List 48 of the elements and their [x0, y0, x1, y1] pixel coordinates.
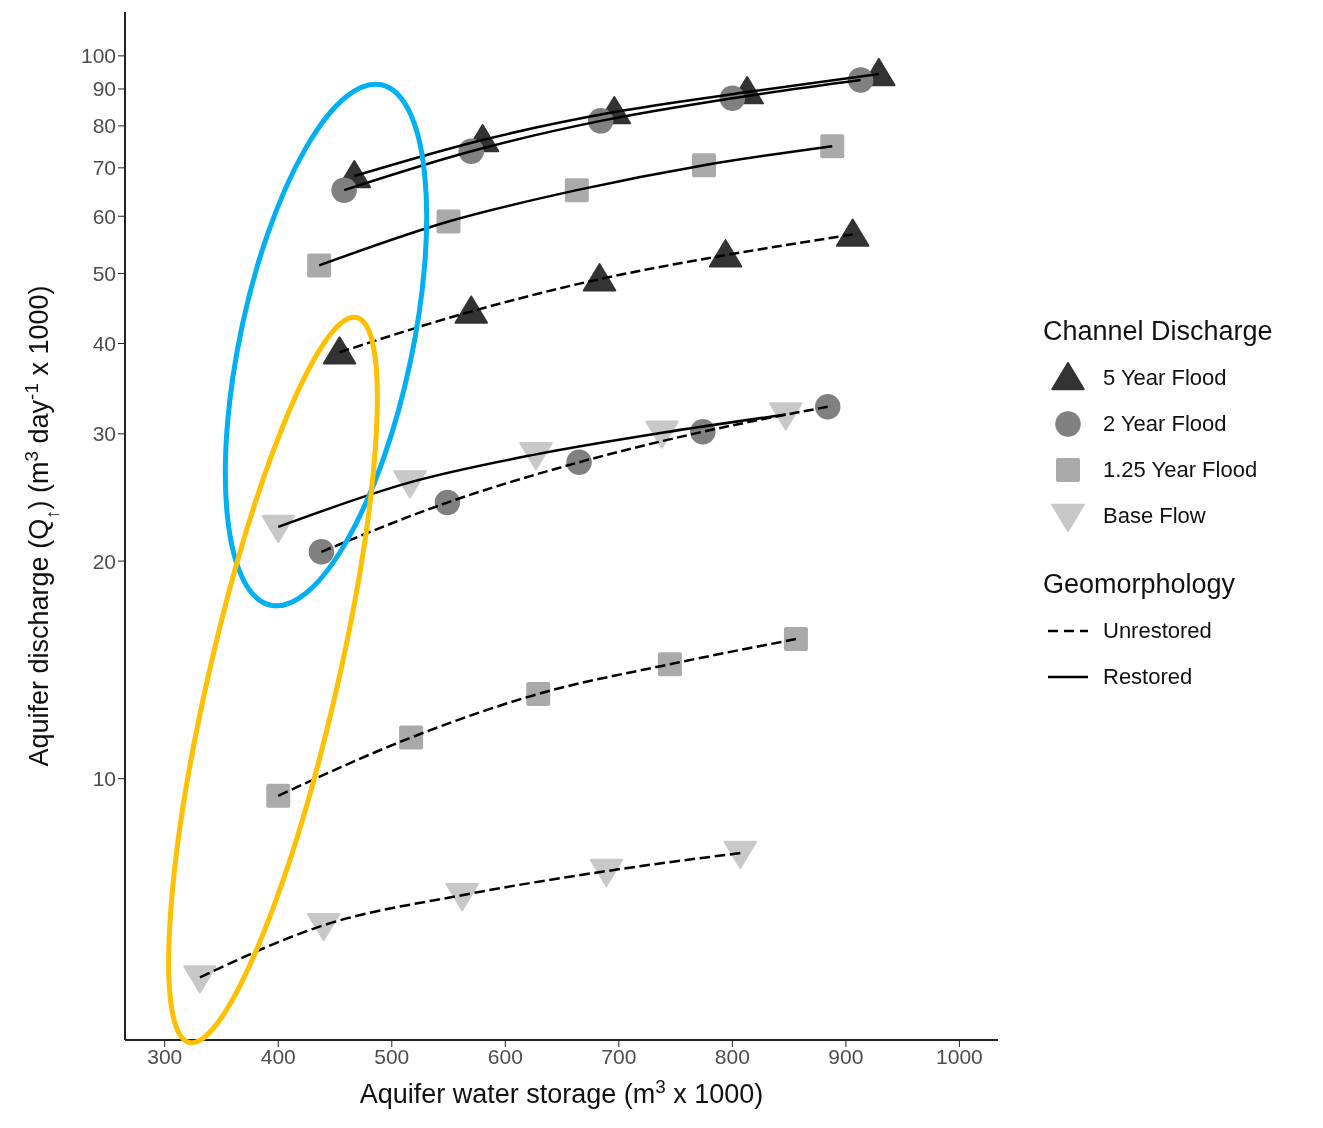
point [399, 725, 424, 750]
y-tick-label: 10 [92, 767, 116, 791]
point [261, 514, 296, 543]
x-tick-label: 1000 [936, 1044, 983, 1068]
point [820, 134, 845, 159]
point [783, 627, 808, 652]
x-tick-label: 500 [374, 1044, 410, 1068]
point [445, 882, 479, 912]
legend-label: Base Flow [1103, 503, 1206, 529]
x-axis-title: Aquifer water storage (m$^{3}$ x 1000) [359, 1075, 764, 1109]
legend-label: Restored [1103, 664, 1193, 690]
x-tick-label: 700 [601, 1044, 637, 1068]
y-tick-label: 90 [92, 77, 116, 101]
point [768, 402, 803, 431]
y-tick-label: 30 [92, 422, 116, 446]
legend-label: Unrestored [1103, 618, 1212, 644]
x-tick-label: 600 [487, 1044, 523, 1068]
point [306, 912, 341, 942]
x-tick-label: 900 [828, 1044, 864, 1068]
point [566, 449, 592, 476]
text: Channel Discharge [1043, 316, 1273, 346]
point [526, 681, 551, 706]
y-tick-label: 60 [92, 204, 116, 228]
point [331, 177, 357, 203]
y-tick-label: 20 [92, 549, 116, 573]
point [308, 539, 335, 565]
x-tick-label: 300 [147, 1044, 183, 1068]
point [266, 783, 291, 808]
legend-label: 1.25 Year Flood [1103, 457, 1258, 483]
legend-label: 2 Year Flood [1103, 411, 1227, 437]
y-tick-label: 40 [92, 331, 116, 355]
point [183, 965, 217, 994]
point [434, 489, 461, 516]
x-tick-label: 800 [714, 1044, 750, 1068]
y-tick-label: 80 [92, 114, 116, 138]
point [322, 336, 357, 365]
x-tick-label: 400 [260, 1044, 296, 1068]
legend-label: 5 Year Flood [1103, 365, 1227, 391]
y-tick-label: 70 [92, 156, 116, 180]
y-tick-label: 100 [80, 44, 116, 68]
text: Geomorphology [1043, 569, 1236, 599]
y-tick-label: 50 [92, 261, 116, 285]
point [307, 253, 332, 278]
point [814, 394, 841, 420]
point [723, 840, 758, 870]
point [454, 295, 488, 324]
point [657, 652, 682, 677]
point [835, 218, 870, 247]
